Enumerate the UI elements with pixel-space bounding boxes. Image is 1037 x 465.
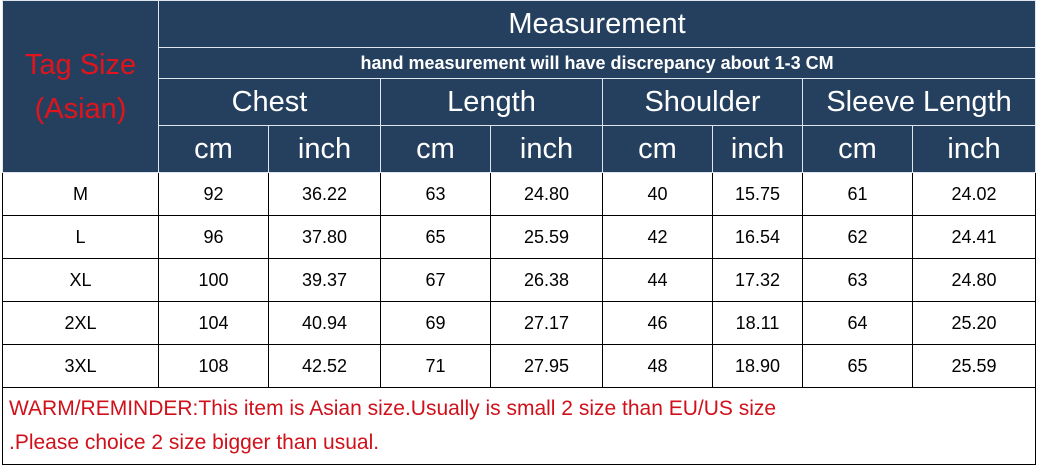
value-cell: 100 bbox=[158, 258, 269, 302]
value-cell: 40 bbox=[602, 172, 713, 216]
value-cell: 15.75 bbox=[712, 172, 803, 216]
tag-size-sublabel: (Asian) bbox=[34, 92, 127, 125]
unit-header: cm bbox=[802, 125, 913, 173]
value-cell: 65 bbox=[380, 215, 491, 259]
value-cell: 48 bbox=[602, 344, 713, 388]
value-cell: 37.80 bbox=[268, 215, 381, 259]
tag-size-label: Tag Size bbox=[24, 48, 137, 81]
group-length: Length bbox=[380, 78, 603, 126]
value-cell: 63 bbox=[802, 258, 913, 302]
value-cell: 36.22 bbox=[268, 172, 381, 216]
reminder-line-1: WARM/REMINDER:This item is Asian size.Us… bbox=[9, 397, 777, 420]
unit-header: cm bbox=[158, 125, 269, 173]
tag-size-header: Tag Size (Asian) bbox=[2, 0, 159, 173]
value-cell: 42.52 bbox=[268, 344, 381, 388]
size-cell: M bbox=[2, 172, 159, 216]
value-cell: 61 bbox=[802, 172, 913, 216]
value-cell: 24.80 bbox=[490, 172, 603, 216]
group-chest: Chest bbox=[158, 78, 381, 126]
value-cell: 42 bbox=[602, 215, 713, 259]
value-cell: 104 bbox=[158, 301, 269, 345]
table-row: M 92 36.22 63 24.80 40 15.75 61 24.02 bbox=[2, 172, 1037, 216]
reminder: WARM/REMINDER:This item is Asian size.Us… bbox=[1, 387, 1037, 465]
measurement-title: Measurement bbox=[157, 0, 1037, 48]
table-row: XL 100 39.37 67 26.38 44 17.32 63 24.80 bbox=[2, 258, 1037, 302]
value-cell: 67 bbox=[380, 258, 491, 302]
unit-header: inch bbox=[268, 125, 381, 173]
value-cell: 16.54 bbox=[712, 215, 803, 259]
value-cell: 25.59 bbox=[911, 344, 1037, 388]
value-cell: 44 bbox=[602, 258, 713, 302]
value-cell: 18.90 bbox=[712, 344, 803, 388]
value-cell: 46 bbox=[602, 301, 713, 345]
table-row: 3XL 108 42.52 71 27.95 48 18.90 65 25.59 bbox=[2, 344, 1037, 388]
value-cell: 25.20 bbox=[911, 301, 1037, 345]
value-cell: 25.59 bbox=[490, 215, 603, 259]
value-cell: 92 bbox=[158, 172, 269, 216]
value-cell: 17.32 bbox=[712, 258, 803, 302]
value-cell: 96 bbox=[158, 215, 269, 259]
group-shoulder: Shoulder bbox=[602, 78, 803, 126]
value-cell: 65 bbox=[802, 344, 913, 388]
table-row: 2XL 104 40.94 69 27.17 46 18.11 64 25.20 bbox=[2, 301, 1037, 345]
size-cell: 3XL bbox=[2, 344, 159, 388]
value-cell: 63 bbox=[380, 172, 491, 216]
value-cell: 18.11 bbox=[712, 301, 803, 345]
value-cell: 26.38 bbox=[490, 258, 603, 302]
value-cell: 69 bbox=[380, 301, 491, 345]
size-cell: L bbox=[2, 215, 159, 259]
size-cell: 2XL bbox=[2, 301, 159, 345]
reminder-line-2: .Please choice 2 size bigger than usual. bbox=[9, 431, 380, 454]
table-row: L 96 37.80 65 25.59 42 16.54 62 24.41 bbox=[2, 215, 1037, 259]
value-cell: 24.02 bbox=[911, 172, 1037, 216]
value-cell: 108 bbox=[158, 344, 269, 388]
unit-header: inch bbox=[911, 125, 1037, 173]
measurement-note: hand measurement will have discrepancy a… bbox=[157, 47, 1037, 79]
value-cell: 24.80 bbox=[911, 258, 1037, 302]
value-cell: 64 bbox=[802, 301, 913, 345]
unit-header: cm bbox=[602, 125, 713, 173]
value-cell: 27.17 bbox=[490, 301, 603, 345]
value-cell: 24.41 bbox=[911, 215, 1037, 259]
group-sleeve-length: Sleeve Length bbox=[801, 78, 1037, 126]
unit-header: inch bbox=[712, 125, 803, 173]
value-cell: 27.95 bbox=[490, 344, 603, 388]
unit-header: inch bbox=[490, 125, 603, 173]
value-cell: 62 bbox=[802, 215, 913, 259]
value-cell: 39.37 bbox=[268, 258, 381, 302]
size-cell: XL bbox=[2, 258, 159, 302]
value-cell: 40.94 bbox=[268, 301, 381, 345]
unit-header: cm bbox=[380, 125, 491, 173]
value-cell: 71 bbox=[380, 344, 491, 388]
